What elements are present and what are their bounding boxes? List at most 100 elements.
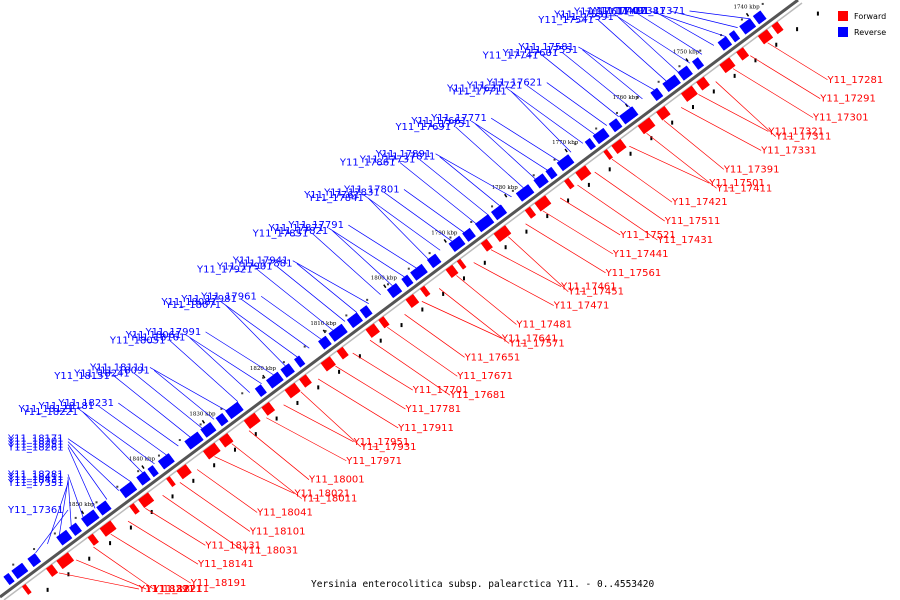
forward-gene-arrow	[419, 285, 431, 298]
reverse-gene-label-leader	[185, 334, 262, 385]
reverse-gene-arrow	[27, 553, 42, 568]
forward-gene-arrow	[218, 432, 234, 448]
reverse-gene-label-leader	[562, 52, 631, 109]
forward-gene-arrow	[656, 105, 671, 121]
forward-gene-label: Y11_17441	[612, 249, 669, 260]
reverse-gene-label: Y11_17821	[272, 226, 329, 237]
forward-gene-label-leader	[559, 197, 621, 236]
forward-gene-label-leader	[76, 559, 147, 590]
forward-gene-label-leader	[525, 223, 606, 274]
feature-dash	[338, 369, 341, 374]
feature-dash	[657, 80, 660, 83]
feature-dash	[629, 151, 632, 156]
legend-forward-label: Forward	[854, 11, 887, 21]
reverse-gene-label-leader	[598, 19, 667, 82]
forward-gene-label-leader	[127, 520, 199, 565]
reverse-gene-label-leader	[35, 509, 69, 554]
reverse-gene-label-leader	[689, 10, 750, 20]
reverse-gene-label-leader	[653, 10, 715, 46]
reverse-gene-label: Y11_17491	[593, 6, 650, 17]
reverse-gene-label: Y11_17731	[359, 155, 416, 166]
forward-gene-label-leader	[611, 158, 673, 203]
forward-gene-arrow	[445, 264, 459, 279]
reverse-gene-label: Y11_17841	[307, 193, 364, 204]
reverse-gene-label: Y11_18241	[73, 368, 130, 379]
reverse-gene-label: Y11_17761	[303, 190, 360, 201]
forward-gene-label: Y11_17301	[812, 113, 869, 124]
reverse-gene-label-leader	[510, 91, 572, 153]
forward-gene-label-leader	[369, 339, 451, 396]
feature-dash	[532, 174, 535, 177]
forward-gene-label-leader	[715, 81, 776, 137]
forward-gene-label-leader	[594, 171, 665, 222]
reverse-gene-arrow	[717, 36, 733, 51]
feature-dash	[220, 407, 223, 410]
forward-gene-arrow	[284, 382, 301, 399]
reverse-gene-label: Y11_18061	[125, 330, 182, 341]
forward-gene-label: Y11_18041	[256, 507, 313, 518]
reverse-gene-label-leader	[58, 480, 69, 536]
feature-dash	[553, 158, 556, 161]
forward-gene-arrow	[336, 346, 349, 360]
forward-gene-arrow	[202, 442, 221, 460]
reverse-gene-arrow	[739, 18, 757, 35]
feature-dash	[699, 49, 702, 52]
forward-gene-arrow	[534, 195, 552, 212]
reverse-gene-arrow	[56, 529, 73, 546]
forward-gene-label-leader	[542, 210, 614, 255]
reverse-gene-label: Y11_17801	[343, 184, 400, 195]
reverse-gene-arrow	[515, 184, 535, 202]
feature-dash	[761, 2, 764, 5]
reverse-gene-arrow	[410, 263, 428, 281]
forward-gene-label-leader	[404, 314, 465, 358]
reverse-gene-label: Y11_17831	[323, 187, 380, 198]
forward-gene-label: Y11_17671	[456, 371, 513, 382]
reverse-gene-arrow	[265, 371, 284, 389]
scale-tick	[141, 465, 145, 469]
scale-tick	[201, 419, 206, 424]
feature-dash	[366, 298, 369, 301]
reverse-gene-label-leader	[546, 82, 607, 126]
reverse-gene-label-leader	[260, 295, 322, 340]
reverse-gene-arrow	[11, 562, 29, 580]
forward-gene-arrow	[757, 29, 774, 45]
forward-gene-arrow	[480, 238, 493, 252]
scale-tick	[322, 329, 326, 334]
scale-tick	[80, 510, 85, 515]
forward-gene-label: Y11_17471	[553, 301, 610, 312]
feature-dash	[95, 501, 98, 504]
reverse-gene-arrow	[136, 471, 151, 486]
forward-gene-label: Y11_18011	[301, 494, 358, 505]
forward-gene-label-leader	[767, 42, 828, 81]
reverse-gene-label: Y11_17721	[466, 80, 523, 91]
feature-dash	[33, 548, 36, 551]
forward-gene-label: Y11_18131	[204, 540, 261, 551]
feature-dash	[816, 11, 819, 16]
forward-gene-label: Y11_17931	[360, 442, 417, 453]
reverse-gene-label-leader	[221, 301, 298, 358]
reverse-gene-label-leader	[78, 408, 155, 465]
feature-dash	[345, 314, 348, 317]
reverse-gene-label-leader	[399, 162, 477, 224]
forward-gene-label-leader	[732, 68, 814, 118]
reverse-gene-label-leader	[205, 331, 274, 376]
reverse-gene-arrow	[293, 355, 306, 368]
reverse-gene-label-leader	[363, 194, 441, 251]
reverse-gene-label-leader	[169, 340, 239, 402]
scale-tick	[383, 284, 387, 289]
reverse-gene-label: Y11_17991	[145, 327, 202, 338]
feature-dash	[691, 105, 694, 110]
scale-tick-label: 1800 kbp	[371, 276, 398, 282]
feature-dash	[116, 485, 119, 488]
forward-gene-label: Y11_17951	[353, 437, 410, 448]
forward-gene-label-leader	[490, 249, 562, 287]
forward-gene-label-leader	[214, 456, 295, 494]
reverse-gene-label-leader	[276, 266, 346, 322]
forward-gene-label-leader	[646, 133, 717, 189]
reverse-gene-label-leader	[649, 10, 726, 37]
forward-gene-arrow	[365, 323, 381, 338]
scale-tick	[262, 374, 266, 379]
feature-dash	[775, 42, 778, 47]
forward-gene-label-leader	[93, 546, 154, 590]
reverse-gene-label: Y11_17871	[267, 223, 324, 234]
